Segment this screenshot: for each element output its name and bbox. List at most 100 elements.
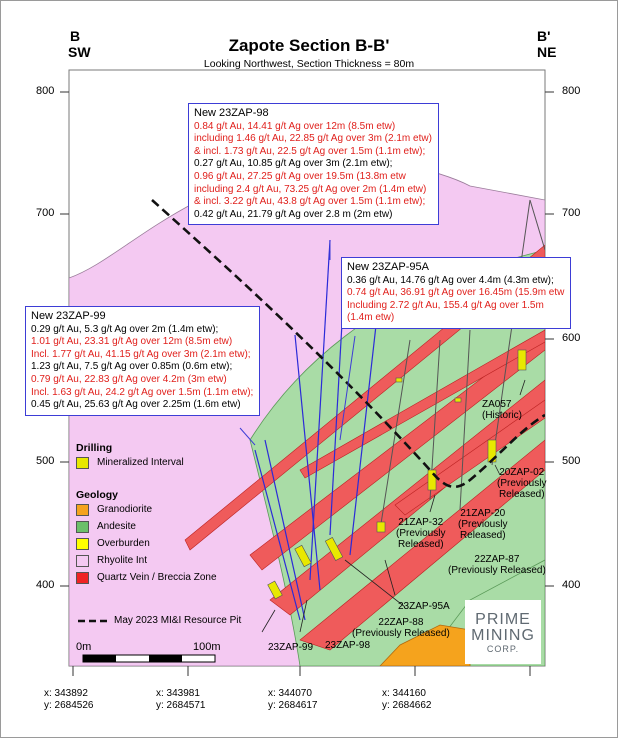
drill-trace xyxy=(529,199,545,251)
drill-trace xyxy=(294,334,321,591)
legend-label: Granodiorite xyxy=(97,504,153,515)
callout-23zap-98: New 23ZAP-98 0.84 g/t Au, 14.41 g/t Ag o… xyxy=(188,103,439,226)
hole-label-22zap-87: 22ZAP-87 (Previously Released) xyxy=(448,554,546,576)
drill-trace xyxy=(459,329,471,511)
drill-trace xyxy=(254,449,301,621)
legend-item: Overburden xyxy=(76,535,217,552)
drill-trace xyxy=(264,439,306,621)
drill-trace xyxy=(349,289,381,556)
section-title: Zapote Section B-B' xyxy=(228,36,390,55)
label-leader xyxy=(494,464,501,476)
legend-pit-label: May 2023 MI&I Resource Pit xyxy=(114,615,242,626)
elevation-label-left: 700 xyxy=(36,207,55,219)
mineralized-interval xyxy=(517,349,527,371)
drill-trace xyxy=(379,339,411,531)
logo-line: PRIME xyxy=(475,611,531,628)
legend-swatch xyxy=(76,537,89,550)
callout-23zap-95a: New 23ZAP-95A 0.36 g/t Au, 14.76 g/t Ag … xyxy=(341,257,572,329)
elevation-label-right: 500 xyxy=(562,455,581,467)
assay-line: 0.96 g/t Au, 27.25 g/t Ag over 19.5m (13… xyxy=(194,170,406,182)
assay-line: Incl. 1.77 g/t Au, 41.15 g/t Ag over 3m … xyxy=(31,348,251,360)
assay-line: Incl. 1.63 g/t Au, 24.2 g/t Ag over 1.5m… xyxy=(31,386,254,398)
assay-line: 1.01 g/t Au, 23.31 g/t Ag over 12m (8.5m… xyxy=(31,336,233,348)
elevation-label-left: 500 xyxy=(36,455,55,467)
assay-line: 1.23 g/t Au, 7.5 g/t Ag over 0.85m (0.6m… xyxy=(31,361,233,373)
logo-line: CORP. xyxy=(486,644,520,654)
coordinate-label: x: 343892 y: 2684526 xyxy=(44,688,94,712)
coordinate-y: y: 2684662 xyxy=(382,700,432,711)
prime-mining-logo: PRIME MINING CORP. xyxy=(465,600,541,664)
assay-line: 0.36 g/t Au, 14.76 g/t Ag over 4.4m (4.3… xyxy=(347,274,554,286)
callout-title: New 23ZAP-99 xyxy=(31,310,106,322)
coordinate-y: y: 2684571 xyxy=(156,700,206,711)
mineralized-interval xyxy=(267,580,283,600)
label-leader xyxy=(261,609,276,633)
legend-label: Overburden xyxy=(97,538,150,549)
elevation-label-left: 400 xyxy=(36,579,55,591)
coordinate-y: y: 2684617 xyxy=(268,700,318,711)
legend-item: Granodiorite xyxy=(76,501,217,518)
mineralized-interval xyxy=(454,397,462,403)
callout-leader xyxy=(339,335,356,441)
quartz-vein-band xyxy=(299,439,545,651)
section-subtitle: Looking Northwest, Section Thickness = 8… xyxy=(203,58,415,70)
legend-swatch xyxy=(76,520,89,533)
assay-line: Including 2.72 g/t Au, 155.4 g/t Ag over… xyxy=(347,299,544,311)
assay-line: 0.45 g/t Au, 25.63 g/t Ag over 2.25m (1.… xyxy=(31,399,241,411)
hole-label-za057: ZA057 (Historic) xyxy=(482,399,522,421)
callout-title: New 23ZAP-98 xyxy=(194,107,269,119)
section-right-letter: B' xyxy=(537,28,551,44)
assay-line: (1.4m etw) xyxy=(347,312,395,324)
coordinate-x: x: 344070 xyxy=(268,688,312,699)
legend-label: Mineralized Interval xyxy=(97,457,184,468)
coordinate-label: x: 344070 y: 2684617 xyxy=(268,688,318,712)
mineralized-interval xyxy=(376,521,386,533)
legend: Drilling Mineralized Interval Geology Gr… xyxy=(76,442,217,586)
quartz-vein-band xyxy=(299,329,545,479)
hole-label-23zap-95a: 23ZAP-95A xyxy=(398,601,450,612)
legend-label: Andesite xyxy=(97,521,136,532)
legend-geology-title: Geology xyxy=(76,489,119,501)
resource-pit-line xyxy=(151,199,545,489)
drill-trace xyxy=(309,239,331,581)
elevation-label-left: 800 xyxy=(36,85,55,97)
legend-swatch xyxy=(76,571,89,584)
elevation-label-right: 700 xyxy=(562,207,581,219)
legend-swatch xyxy=(76,503,89,516)
hole-label-22zap-88: 22ZAP-88 (Previously Released) xyxy=(352,617,450,639)
legend-drilling-title: Drilling xyxy=(76,442,113,454)
callout-title: New 23ZAP-95A xyxy=(347,261,429,273)
coordinate-x: x: 343981 xyxy=(156,688,200,699)
hole-label-21zap-32: 21ZAP-32 (Previously Released) xyxy=(396,517,446,550)
legend-swatch xyxy=(76,554,89,567)
callout-leader xyxy=(239,427,256,446)
legend-label: Rhyolite Int xyxy=(97,555,148,566)
mineralized-interval xyxy=(324,537,344,561)
section-left-direction: SW xyxy=(68,44,91,60)
legend-swatch xyxy=(76,456,89,469)
legend-item: Andesite xyxy=(76,518,217,535)
assay-line: 0.42 g/t Au, 21.79 g/t Ag over 2.8 m (2m… xyxy=(194,208,393,220)
coordinate-x: x: 344160 xyxy=(382,688,426,699)
label-leader xyxy=(299,599,308,633)
assay-line: including 2.4 g/t Au, 73.25 g/t Ag over … xyxy=(194,183,427,195)
assay-line: 0.29 g/t Au, 5.3 g/t Ag over 2m (1.4m et… xyxy=(31,323,219,335)
mineralized-interval xyxy=(427,469,437,491)
scale-bar xyxy=(82,654,216,663)
label-leader xyxy=(519,379,526,396)
label-leader xyxy=(429,494,436,513)
section-right-direction: NE xyxy=(537,44,557,60)
elevation-label-right: 800 xyxy=(562,85,581,97)
section-left-letter: B xyxy=(70,28,81,44)
elevation-label-right: 400 xyxy=(562,579,581,591)
scale-label-end: 100m xyxy=(193,641,221,653)
assay-line: 0.74 g/t Au, 36.91 g/t Ag over 16.45m (1… xyxy=(347,287,565,299)
logo-line: MINING xyxy=(471,627,535,644)
drill-trace xyxy=(491,199,531,466)
coordinate-y: y: 2684526 xyxy=(44,700,94,711)
mineralized-interval xyxy=(294,544,312,568)
coordinate-label: x: 344160 y: 2684662 xyxy=(382,688,432,712)
legend-item: Quartz Vein / Breccia Zone xyxy=(76,569,217,586)
callout-23zap-99: New 23ZAP-99 0.29 g/t Au, 5.3 g/t Ag ove… xyxy=(25,306,261,416)
assay-line: 0.27 g/t Au, 10.85 g/t Ag over 3m (2.1m … xyxy=(194,158,393,170)
